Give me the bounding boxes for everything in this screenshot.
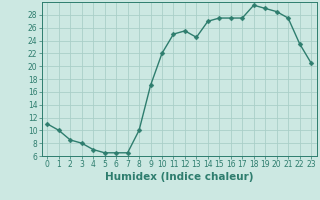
X-axis label: Humidex (Indice chaleur): Humidex (Indice chaleur) bbox=[105, 172, 253, 182]
